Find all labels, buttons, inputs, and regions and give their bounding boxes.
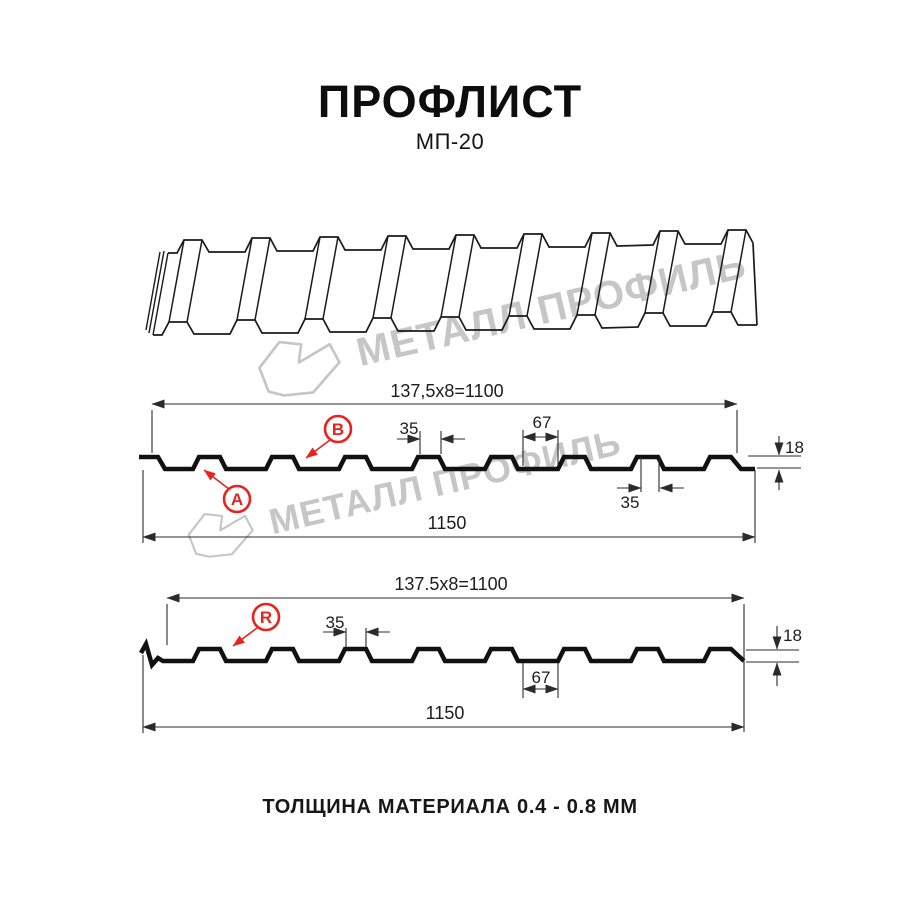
dimensions xyxy=(142,593,799,733)
dimension-labels: 137.5x8=1100 35 67 18 1150 xyxy=(326,574,802,723)
dim-crest-width-top: 35 xyxy=(400,419,419,438)
callouts: A B xyxy=(203,414,353,514)
dim-overall-width: 1150 xyxy=(428,513,467,533)
sheet-back-edge xyxy=(168,229,754,254)
page-title: ПРОФЛИСТ xyxy=(317,76,583,127)
dim-overall-width: 1150 xyxy=(426,703,465,723)
dim-crest-width-bottom: 35 xyxy=(621,493,640,512)
dim-coverage-width: 137.5x8=1100 xyxy=(394,574,507,594)
dimension-labels: 137,5x8=1100 35 67 18 35 1150 xyxy=(390,381,804,533)
dim-valley-width: 67 xyxy=(533,413,552,432)
profile-3d-view xyxy=(145,229,758,336)
profile-outline xyxy=(139,454,755,472)
left-cut-edge xyxy=(145,250,169,336)
callouts: R xyxy=(232,602,281,647)
dim-profile-height: 18 xyxy=(785,438,804,457)
rib-lines xyxy=(168,229,747,323)
dimensions xyxy=(142,399,801,543)
cross-section-top: 137,5x8=1100 35 67 18 35 1150 A B xyxy=(139,381,804,543)
right-cut-edge xyxy=(752,242,758,326)
callout-a-label: A xyxy=(231,490,243,509)
dim-coverage-width: 137,5x8=1100 xyxy=(390,381,503,401)
dim-crest-width: 35 xyxy=(326,613,345,632)
sheet-front-edge xyxy=(153,311,757,336)
cross-section-bottom: 137.5x8=1100 35 67 18 1150 R xyxy=(139,574,802,733)
callout-r-label: R xyxy=(260,608,272,627)
callout-b-label: B xyxy=(332,420,344,439)
dim-valley-width: 67 xyxy=(532,668,551,687)
dim-profile-height: 18 xyxy=(783,626,802,645)
material-thickness-note: ТОЛЩИНА МАТЕРИАЛА 0.4 - 0.8 ММ xyxy=(262,796,638,818)
profile-outline xyxy=(139,638,746,670)
model-subtitle: МП-20 xyxy=(415,129,485,154)
